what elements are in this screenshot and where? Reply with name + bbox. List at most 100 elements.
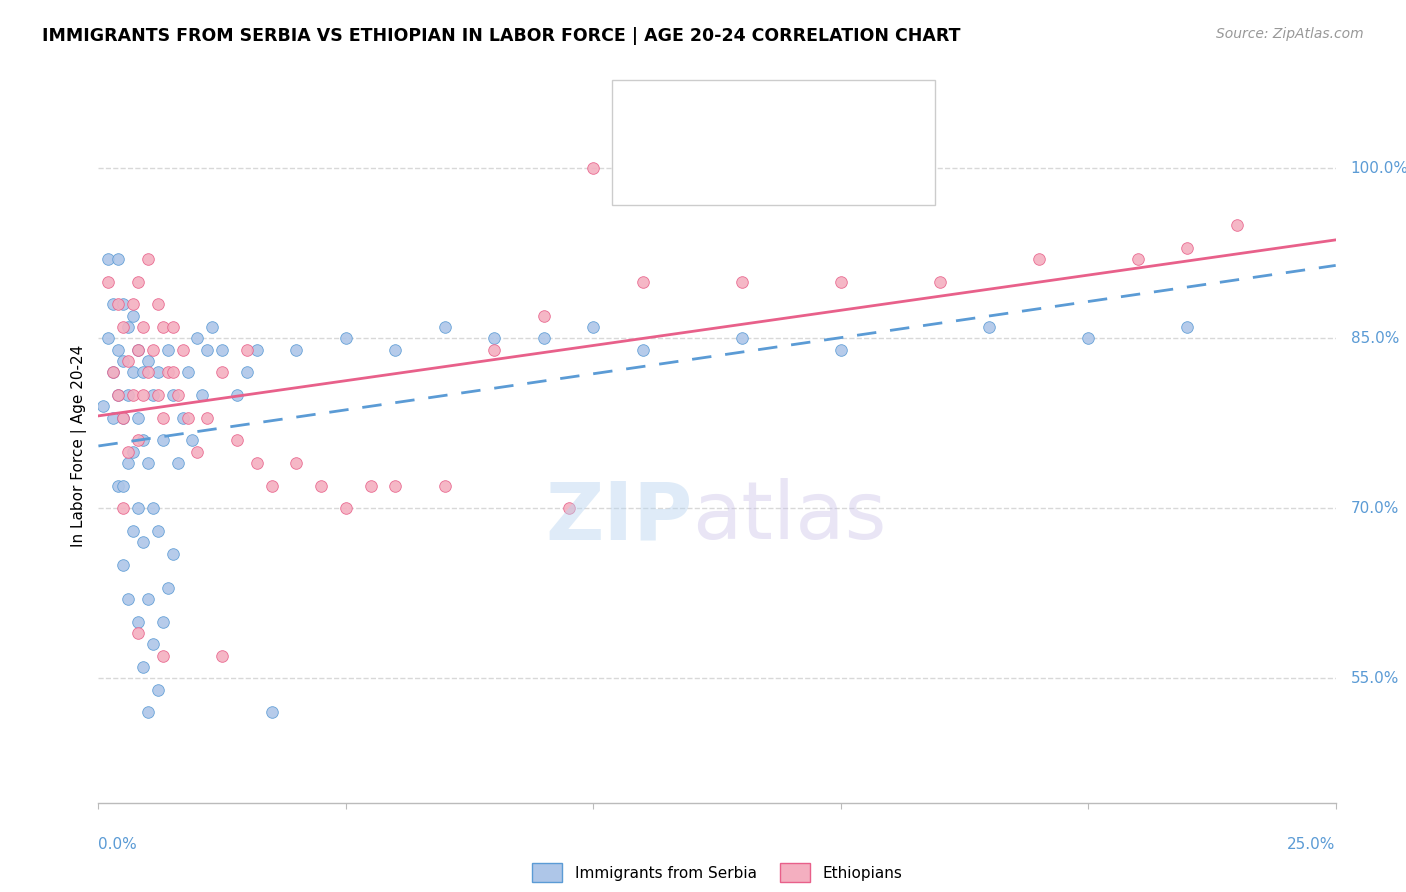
Point xyxy=(484,343,506,357)
Point xyxy=(97,252,120,266)
Point xyxy=(156,365,179,379)
Point xyxy=(195,343,218,357)
Point xyxy=(166,388,188,402)
Point xyxy=(107,388,129,402)
Point xyxy=(112,478,135,492)
Point xyxy=(152,410,174,425)
Text: Source: ZipAtlas.com: Source: ZipAtlas.com xyxy=(1216,27,1364,41)
Text: ZIP: ZIP xyxy=(546,478,692,557)
Point xyxy=(162,388,184,402)
Text: 0.0%: 0.0% xyxy=(98,837,138,852)
Point xyxy=(166,456,188,470)
Point xyxy=(176,365,198,379)
Point xyxy=(146,297,169,311)
Point xyxy=(246,343,269,357)
Point xyxy=(136,252,159,266)
Point xyxy=(236,365,259,379)
Point xyxy=(146,365,169,379)
Text: atlas: atlas xyxy=(692,478,887,557)
Point xyxy=(156,581,179,595)
Point xyxy=(103,365,125,379)
Point xyxy=(928,275,950,289)
Point xyxy=(631,343,654,357)
Point xyxy=(176,410,198,425)
Point xyxy=(731,331,754,345)
Point xyxy=(103,410,125,425)
Point xyxy=(142,637,165,651)
Point xyxy=(107,478,129,492)
Point xyxy=(191,388,214,402)
Point xyxy=(162,547,184,561)
Point xyxy=(127,343,149,357)
Point xyxy=(260,705,283,719)
Point xyxy=(260,478,283,492)
Point xyxy=(122,309,145,323)
Point xyxy=(127,615,149,629)
Point xyxy=(142,343,165,357)
Point xyxy=(103,365,125,379)
Text: R = 0.015: R = 0.015 xyxy=(682,109,780,127)
Point xyxy=(127,275,149,289)
Point xyxy=(107,252,129,266)
Point xyxy=(146,388,169,402)
Point xyxy=(152,648,174,663)
Point xyxy=(211,343,233,357)
Point xyxy=(132,320,155,334)
Point xyxy=(484,331,506,345)
Point xyxy=(309,478,332,492)
Point xyxy=(122,444,145,458)
Point xyxy=(1226,218,1249,232)
Point xyxy=(195,410,218,425)
Point xyxy=(122,365,145,379)
Point xyxy=(112,297,135,311)
Point xyxy=(107,388,129,402)
Point xyxy=(122,524,145,538)
Point xyxy=(433,320,456,334)
Point xyxy=(246,456,269,470)
Point xyxy=(112,501,135,516)
Point xyxy=(433,478,456,492)
Point xyxy=(335,331,357,345)
Point xyxy=(557,501,579,516)
Point xyxy=(127,410,149,425)
Legend: Immigrants from Serbia, Ethiopians: Immigrants from Serbia, Ethiopians xyxy=(526,857,908,888)
Point xyxy=(142,501,165,516)
Point xyxy=(146,524,169,538)
Point xyxy=(979,320,1001,334)
Text: 85.0%: 85.0% xyxy=(1351,331,1399,346)
Point xyxy=(117,591,139,606)
Point xyxy=(1028,252,1050,266)
Point xyxy=(533,331,555,345)
Point xyxy=(384,343,406,357)
Point xyxy=(136,591,159,606)
Point xyxy=(335,501,357,516)
Text: 70.0%: 70.0% xyxy=(1351,500,1399,516)
Point xyxy=(136,456,159,470)
Point xyxy=(360,478,382,492)
Point xyxy=(830,343,852,357)
Point xyxy=(132,388,155,402)
Text: IMMIGRANTS FROM SERBIA VS ETHIOPIAN IN LABOR FORCE | AGE 20-24 CORRELATION CHART: IMMIGRANTS FROM SERBIA VS ETHIOPIAN IN L… xyxy=(42,27,960,45)
Point xyxy=(122,388,145,402)
Point xyxy=(107,343,129,357)
Point xyxy=(162,320,184,334)
Point xyxy=(172,410,194,425)
Point xyxy=(201,320,224,334)
Point xyxy=(117,444,139,458)
Point xyxy=(211,365,233,379)
Point xyxy=(226,434,249,448)
Point xyxy=(103,297,125,311)
Point xyxy=(384,478,406,492)
Text: 55.0%: 55.0% xyxy=(1351,671,1399,686)
Point xyxy=(117,388,139,402)
Point xyxy=(117,456,139,470)
Point xyxy=(127,343,149,357)
Point xyxy=(132,660,155,674)
Point xyxy=(136,365,159,379)
Point xyxy=(162,365,184,379)
Point xyxy=(97,331,120,345)
Point xyxy=(1077,331,1099,345)
Point xyxy=(112,320,135,334)
Point xyxy=(172,343,194,357)
Point xyxy=(830,275,852,289)
